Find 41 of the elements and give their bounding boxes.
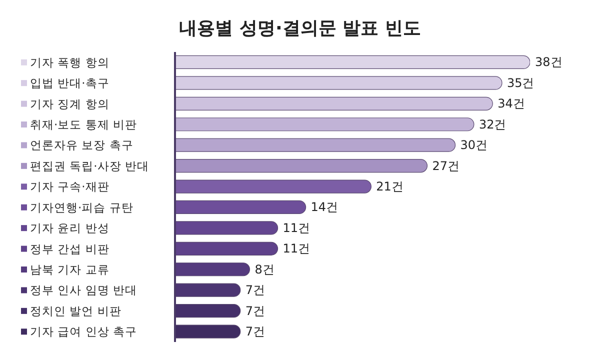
bar [175,180,372,194]
data-label: 34건 [498,96,525,111]
data-label: 27건 [432,158,460,173]
y-tick-label: 남북 기자 교류 [30,262,110,276]
data-label: 14건 [310,200,338,214]
y-tick-label: 취재·보도 통제 비판 [30,118,137,132]
data-label: 32건 [478,117,506,132]
y-tick-label: 기자 구속·재판 [30,180,110,194]
bar [175,159,428,173]
y-tick-label: 기자 징계 항의 [30,96,110,111]
y-tick-label: 정치인 발언 비판 [30,304,122,318]
data-label: 8건 [254,262,274,276]
data-label: 7건 [245,324,266,339]
data-label: 11건 [282,220,310,235]
bar [175,118,474,132]
bar [175,242,278,256]
y-tick-label: 언론자유 보장 촉구 [30,138,134,152]
data-label: 38건 [535,55,562,70]
bar [175,76,502,90]
data-label: 21건 [376,180,404,194]
data-label: 11건 [282,242,310,256]
bar [175,55,530,70]
bar [175,96,493,110]
y-tick-label: 편집권 독립·사장 반대 [30,158,149,173]
data-label: 7건 [245,304,266,318]
y-tick-label: 기자 폭행 항의 [30,55,110,70]
chart-title: 내용별 성명·결의문 발표 빈도 [178,17,422,41]
y-tick-label: 정부 인사 임명 반대 [30,283,137,298]
bar [175,324,241,338]
bar [175,138,456,152]
data-label: 30건 [460,138,488,152]
data-label: 7건 [245,283,266,298]
bar [175,262,250,276]
data-label: 35건 [506,76,534,90]
y-tick-label: 정부 간섭 비판 [30,242,110,256]
bar [175,221,278,235]
bar [175,200,306,214]
y-tick-label: 기자연행·피습 규탄 [30,200,134,214]
y-tick-label: 입법 반대·촉구 [30,76,110,90]
y-tick-label: 기자 급여 인상 촉구 [30,324,137,339]
y-tick-label: 기자 윤리 반성 [30,221,110,236]
